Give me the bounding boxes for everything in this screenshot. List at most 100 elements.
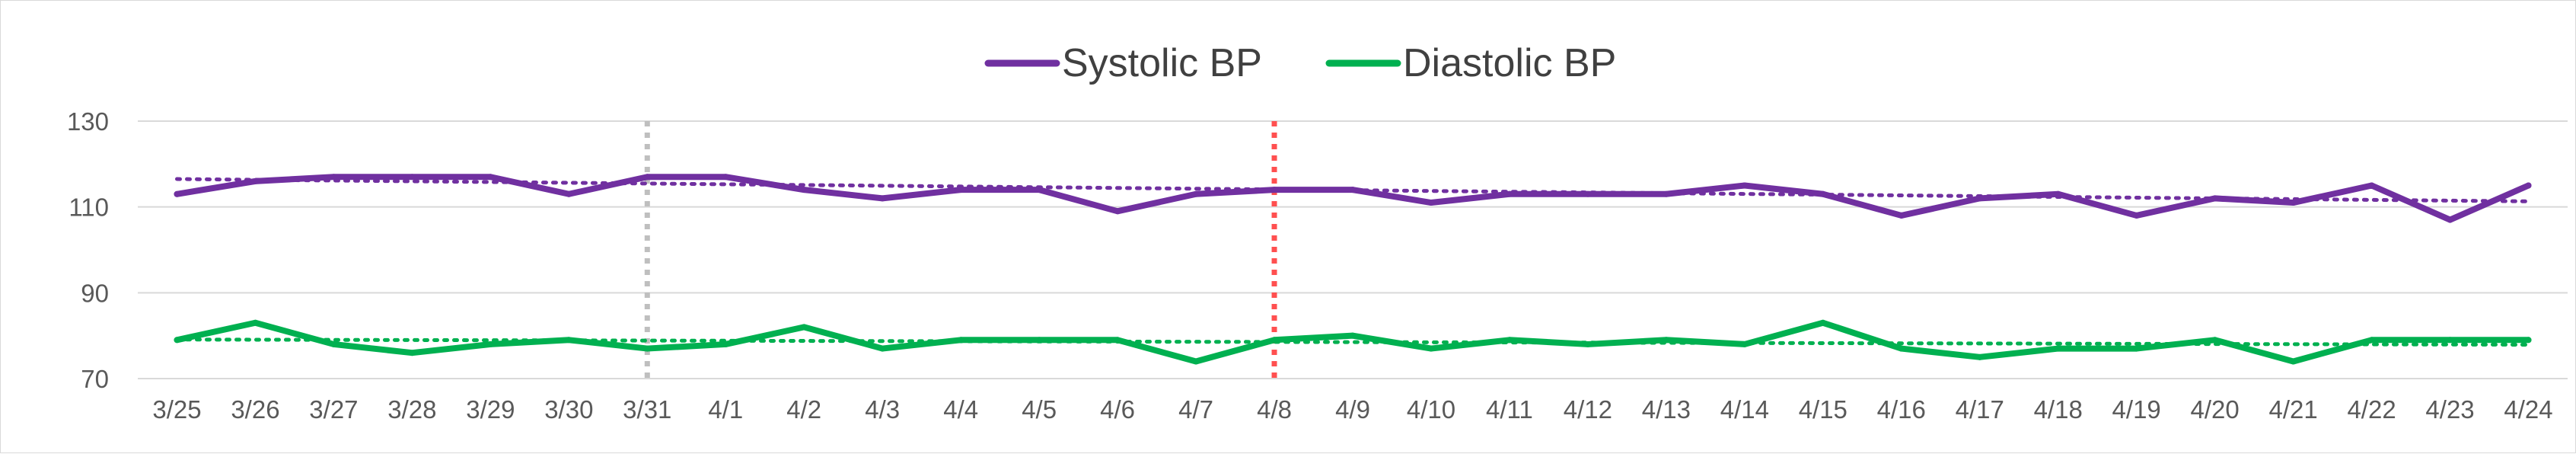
systolic-bp-point-4-18: [2055, 190, 2061, 197]
systolic-bp-point-3-31: [644, 174, 651, 181]
x-tick-label: 4/21: [2268, 395, 2317, 424]
x-tick-label: 3/26: [231, 395, 279, 424]
x-tick-label: 4/18: [2034, 395, 2083, 424]
x-tick-label: 4/4: [943, 395, 978, 424]
systolic-bp-point-3-29: [487, 174, 494, 181]
systolic-bp-point-4-17: [1976, 195, 1983, 202]
systolic-bp-legend-label: Systolic BP: [1062, 41, 1262, 85]
x-tick-label: 4/12: [1564, 395, 1612, 424]
diastolic-bp-point-3-31: [644, 345, 651, 352]
x-tick-label: 4/17: [1956, 395, 2004, 424]
diastolic-bp-point-4-19: [2133, 345, 2140, 352]
x-tick-label: 4/16: [1877, 395, 1926, 424]
x-tick-label: 4/2: [786, 395, 821, 424]
systolic-bp-point-4-1: [722, 174, 729, 181]
reference-lines: [644, 121, 1277, 379]
diastolic-bp-trendline: [174, 337, 2531, 347]
diastolic-bp-point-4-10: [1427, 345, 1434, 352]
x-tick-label: 4/11: [1486, 395, 1533, 424]
y-tick-label: 110: [69, 193, 109, 222]
diastolic-bp-point-4-13: [1663, 337, 1669, 344]
y-tick-label: 90: [81, 279, 109, 307]
x-tick-label: 3/27: [309, 395, 358, 424]
systolic-bp-point-4-8: [1271, 187, 1278, 193]
x-tick-label: 4/14: [1720, 395, 1769, 424]
diastolic-bp-point-3-27: [330, 340, 337, 347]
diastolic-bp-point-4-8: [1271, 337, 1278, 344]
x-tick-label: 4/6: [1100, 395, 1135, 424]
y-axis-ticks: 70 90 110 130: [67, 107, 109, 393]
systolic-bp-point-4-4: [958, 187, 964, 193]
systolic-bp-point-3-26: [252, 177, 259, 184]
x-tick-label: 3/30: [544, 395, 593, 424]
gridlines: [138, 120, 2568, 379]
systolic-bp-point-4-5: [1036, 187, 1043, 193]
x-tick-label: 4/24: [2504, 395, 2552, 424]
systolic-bp-point-4-14: [1741, 182, 1748, 189]
systolic-bp-point-4-7: [1193, 190, 1200, 197]
diastolic-bp-point-3-30: [566, 337, 572, 344]
systolic-bp-point-3-25: [174, 190, 180, 197]
diastolic-bp-point-4-18: [2055, 345, 2061, 352]
diastolic-bp-point-4-12: [1584, 340, 1591, 347]
diastolic-bp-point-4-4: [958, 337, 964, 344]
x-tick-label: 4/22: [2347, 395, 2396, 424]
x-tick-label: 4/13: [1642, 395, 1691, 424]
x-tick-label: 4/10: [1407, 395, 1455, 424]
systolic-bp-point-4-22: [2368, 182, 2375, 189]
diastolic-bp-point-4-2: [801, 324, 808, 331]
x-axis-ticks: 3/25 3/26 3/27 3/28 3/29 3/30 3/31 4/1 4/2 4/3 4/4…: [152, 395, 2552, 424]
systolic-bp-point-4-3: [879, 195, 886, 202]
diastolic-bp-point-3-25: [174, 337, 180, 344]
x-tick-label: 4/20: [2191, 395, 2240, 424]
diastolic-bp-point-4-17: [1976, 353, 1983, 360]
diastolic-bp-point-4-23: [2447, 337, 2453, 344]
systolic-bp-point-4-19: [2133, 212, 2140, 219]
systolic-bp-point-3-28: [409, 174, 416, 181]
legend: Systolic BP Diastolic BP: [984, 41, 1616, 85]
x-tick-label: 3/28: [387, 395, 436, 424]
systolic-bp-point-4-12: [1584, 190, 1591, 197]
systolic-bp-point-4-24: [2525, 182, 2532, 189]
systolic-bp-point-4-15: [1819, 190, 1826, 197]
x-tick-label: 3/25: [152, 395, 201, 424]
systolic-bp-point-4-16: [1898, 212, 1905, 219]
x-tick-label: 4/9: [1335, 395, 1370, 424]
diastolic-bp-point-4-3: [879, 345, 886, 352]
x-tick-label: 4/5: [1022, 395, 1057, 424]
diastolic-bp-point-4-21: [2290, 358, 2297, 365]
x-tick-label: 3/31: [623, 395, 671, 424]
series-lines: [174, 174, 2532, 365]
x-tick-label: 4/8: [1257, 395, 1292, 424]
systolic-bp-point-4-20: [2211, 195, 2218, 202]
systolic-bp-point-4-9: [1350, 187, 1356, 193]
diastolic-bp-point-4-16: [1898, 345, 1905, 352]
diastolic-bp-point-4-1: [722, 340, 729, 347]
systolic-bp-point-4-2: [801, 187, 808, 193]
x-tick-label: 4/15: [1799, 395, 1848, 424]
diastolic-bp-point-4-9: [1350, 332, 1356, 339]
systolic-bp-point-4-11: [1506, 190, 1513, 197]
y-tick-label: 130: [67, 107, 109, 136]
diastolic-bp-legend-label: Diastolic BP: [1403, 41, 1616, 85]
diastolic-bp-point-4-7: [1193, 358, 1200, 365]
x-tick-label: 4/19: [2112, 395, 2161, 424]
systolic-bp-point-4-23: [2447, 216, 2453, 223]
systolic-bp-point-3-27: [330, 174, 337, 181]
x-tick-label: 4/7: [1178, 395, 1213, 424]
diastolic-bp-point-4-22: [2368, 337, 2375, 344]
systolic-bp-point-4-10: [1427, 200, 1434, 206]
y-tick-label: 70: [81, 365, 109, 393]
diastolic-bp-point-4-5: [1036, 337, 1043, 344]
diastolic-bp-point-4-11: [1506, 337, 1513, 344]
diastolic-bp-point-4-14: [1741, 340, 1748, 347]
x-tick-label: 4/23: [2425, 395, 2474, 424]
systolic-bp-point-3-30: [566, 190, 572, 197]
diastolic-bp-point-3-26: [252, 319, 259, 326]
diastolic-bp-point-4-15: [1819, 319, 1826, 326]
x-tick-label: 4/3: [865, 395, 900, 424]
diastolic-bp-point-4-24: [2525, 337, 2532, 344]
diastolic-bp-point-3-28: [409, 350, 416, 356]
